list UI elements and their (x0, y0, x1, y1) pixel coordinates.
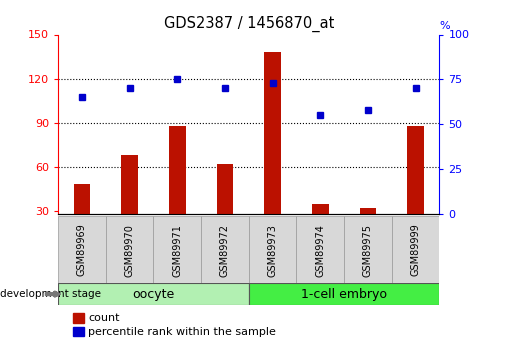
Bar (106, 216, 154, 285)
Text: GSM89975: GSM89975 (363, 224, 373, 277)
Bar (249, 283, 439, 305)
Bar (249, 216, 296, 285)
Bar (264, 52, 281, 214)
Text: count: count (88, 313, 120, 323)
Bar (296, 216, 344, 285)
Bar (121, 155, 138, 214)
Bar (217, 164, 233, 214)
Bar (392, 216, 439, 285)
Bar (344, 216, 392, 285)
Text: percentile rank within the sample: percentile rank within the sample (88, 327, 276, 336)
Text: GSM89971: GSM89971 (172, 224, 182, 277)
Text: %: % (439, 21, 450, 31)
Text: GSM89973: GSM89973 (268, 224, 278, 277)
Bar (201, 216, 249, 285)
Title: GDS2387 / 1456870_at: GDS2387 / 1456870_at (164, 16, 334, 32)
Text: GSM89969: GSM89969 (77, 224, 87, 276)
Text: GSM89972: GSM89972 (220, 224, 230, 277)
Bar (407, 126, 424, 214)
Text: GSM89974: GSM89974 (315, 224, 325, 277)
Text: GSM89999: GSM89999 (411, 224, 421, 276)
Bar (58, 283, 249, 305)
Bar (169, 126, 185, 214)
Text: 1-cell embryo: 1-cell embryo (301, 288, 387, 300)
Bar (154, 216, 201, 285)
Bar (312, 204, 329, 214)
Text: development stage: development stage (0, 289, 101, 299)
Bar (58, 216, 106, 285)
Text: GSM89970: GSM89970 (125, 224, 134, 277)
Bar (360, 208, 376, 214)
Text: oocyte: oocyte (132, 288, 175, 300)
Bar (74, 185, 90, 214)
